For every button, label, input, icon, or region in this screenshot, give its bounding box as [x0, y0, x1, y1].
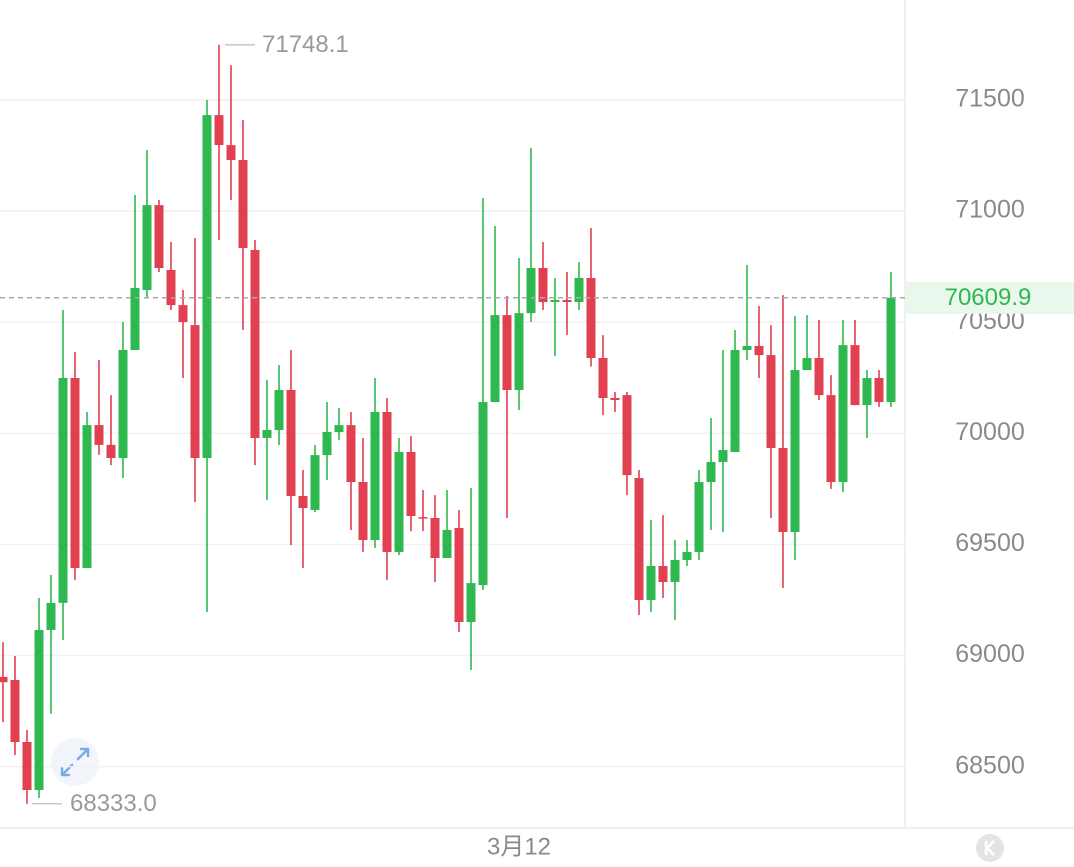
candle-body — [862, 378, 872, 406]
candle-body — [262, 430, 272, 438]
candle-body — [646, 566, 656, 600]
expand-button[interactable] — [51, 738, 99, 786]
candle-body — [322, 432, 332, 456]
candle-body — [886, 297, 896, 402]
candle-body — [670, 560, 680, 582]
k-button[interactable] — [976, 834, 1004, 862]
candle-body — [298, 496, 308, 508]
x-tick-label: 3月12 — [487, 833, 551, 860]
candle-body — [58, 378, 68, 603]
candle-body — [586, 278, 596, 358]
candle-body — [310, 455, 320, 510]
candle-body — [430, 518, 440, 558]
candle-body — [838, 345, 848, 482]
low-label: 68333.0 — [70, 790, 157, 817]
candle-body — [370, 412, 380, 540]
candle-body — [478, 402, 488, 586]
candle-body — [250, 250, 260, 438]
candle-body — [118, 350, 128, 458]
candle-body — [850, 345, 860, 406]
candle-body — [526, 268, 536, 314]
candle-body — [874, 378, 884, 402]
candle-body — [742, 346, 752, 350]
candle-body — [346, 425, 356, 482]
candle-body — [562, 300, 572, 302]
candle-body — [406, 452, 416, 516]
candle-body — [334, 425, 344, 432]
candle-body — [82, 425, 92, 568]
candle-body — [658, 566, 668, 582]
candle-body — [802, 358, 812, 370]
k-bg — [976, 834, 1004, 862]
expand-bg — [51, 738, 99, 786]
y-tick-label: 69500 — [955, 529, 1025, 557]
candle-body — [190, 325, 200, 458]
candle-body — [70, 378, 80, 568]
candle-body — [706, 462, 716, 482]
candle-body — [142, 205, 152, 290]
high-label: 71748.1 — [262, 31, 349, 58]
candle-body — [202, 115, 212, 458]
candle-body — [382, 412, 392, 552]
candle-body — [22, 742, 32, 790]
y-tick-label: 68500 — [955, 751, 1025, 779]
candle-body — [46, 602, 56, 630]
candle-body — [454, 528, 464, 622]
candle-body — [574, 278, 584, 302]
candle-body — [814, 358, 824, 396]
candle-body — [694, 482, 704, 552]
candle-body — [154, 205, 164, 268]
candle-body — [790, 370, 800, 532]
candle-body — [442, 530, 452, 558]
y-tick-label: 71500 — [955, 85, 1025, 113]
candle-body — [538, 268, 548, 302]
candle-body — [622, 395, 632, 476]
candle-body — [778, 448, 788, 532]
candle-body — [502, 315, 512, 390]
candle-body — [394, 452, 404, 552]
y-tick-label: 71000 — [955, 196, 1025, 224]
candle-body — [682, 552, 692, 560]
candle-body — [274, 390, 284, 430]
candle-body — [826, 395, 836, 482]
candle-body — [94, 425, 104, 445]
candle-body — [466, 583, 476, 622]
candle-body — [730, 350, 740, 452]
candle-body — [166, 270, 176, 306]
y-tick-label: 70000 — [955, 418, 1025, 446]
candle-body — [418, 517, 428, 519]
candle-body — [0, 676, 8, 683]
expand-icon — [60, 747, 90, 777]
y-tick-label: 69000 — [955, 640, 1025, 668]
candle-body — [226, 145, 236, 160]
last-price-label: 70609.9 — [945, 284, 1032, 311]
candle-body — [490, 315, 500, 402]
k-icon — [984, 840, 995, 856]
candle-body — [514, 313, 524, 390]
candle-body — [718, 450, 728, 462]
candle-body — [634, 478, 644, 600]
candle-body — [550, 300, 560, 302]
last-price-bg — [906, 281, 1074, 314]
candle-body — [766, 355, 776, 448]
candle-body — [214, 115, 224, 146]
candle-body — [610, 398, 620, 400]
candle-body — [178, 305, 188, 322]
candle-body — [754, 346, 764, 356]
candle-body — [238, 160, 248, 248]
candle-body — [10, 680, 20, 742]
candle-body — [34, 630, 44, 790]
candle-body — [130, 288, 140, 350]
candle-body — [286, 390, 296, 496]
candle-body — [598, 358, 608, 398]
candle-body — [106, 444, 116, 458]
candle-body — [358, 482, 368, 540]
